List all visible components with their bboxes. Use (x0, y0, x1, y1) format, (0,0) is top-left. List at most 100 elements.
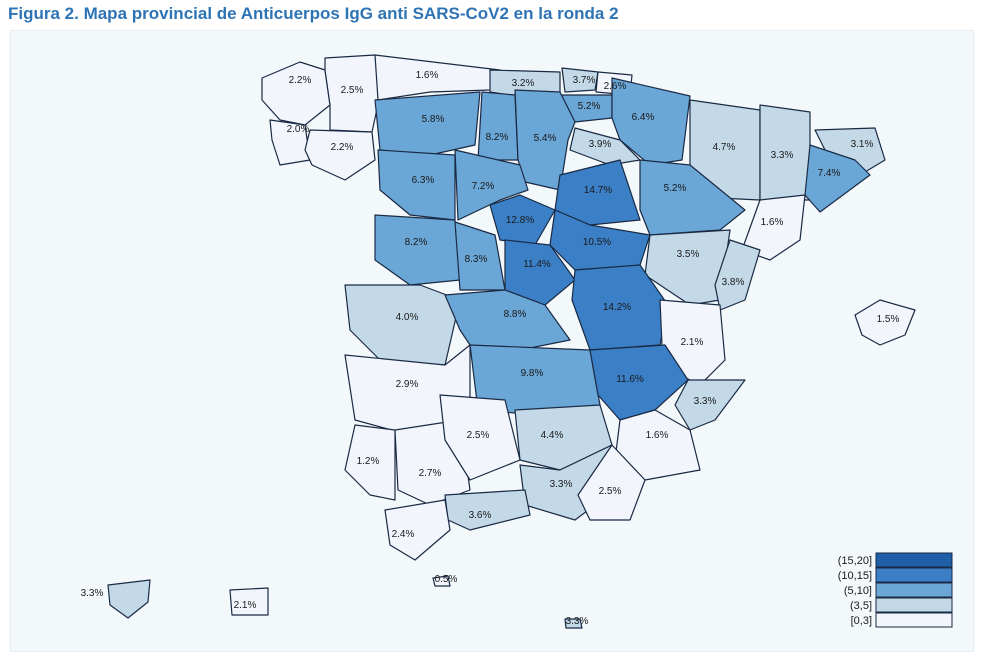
province-label-ceuta: 0.5% (435, 574, 458, 585)
province-label-vizcaya: 3.7% (573, 75, 596, 86)
province-label-sevilla: 2.7% (419, 468, 442, 479)
province-cordoba (439, 394, 521, 481)
province-label-granada: 3.3% (550, 479, 573, 490)
legend-label-bin_5_10: (5,10] (844, 585, 872, 597)
province-soria (554, 159, 641, 226)
province-label-lugo: 2.5% (341, 85, 364, 96)
province-label-murcia: 1.6% (646, 430, 669, 441)
province-label-cuenca: 14.2% (603, 302, 631, 313)
province-label-palencia: 8.2% (486, 132, 509, 143)
province-melilla (564, 618, 583, 629)
province-label-barcelona: 7.4% (818, 168, 841, 179)
legend-label-bin_0_3: [0,3] (851, 615, 872, 627)
province-label-segovia: 12.8% (506, 215, 534, 226)
province-label-leon: 5.8% (422, 114, 445, 125)
province-label-pontevedra: 2.0% (287, 124, 310, 135)
province-label-cadiz: 2.4% (392, 529, 415, 540)
province-label-baleares: 1.5% (877, 314, 900, 325)
province-label-lleida: 3.3% (771, 150, 794, 161)
legend-swatch-bin_3_5 (875, 597, 953, 613)
province-caceres (344, 284, 461, 366)
province-label-coruna: 2.2% (289, 75, 312, 86)
province-label-cordoba: 2.5% (467, 430, 490, 441)
province-label-albacete: 11.6% (616, 374, 644, 385)
province-larioja (569, 127, 641, 166)
province-label-larioja: 3.9% (589, 139, 612, 150)
province-tenerife (107, 579, 151, 619)
province-cadiz (384, 499, 451, 561)
province-label-avila: 8.3% (465, 254, 488, 265)
province-label-badajoz: 2.9% (396, 379, 419, 390)
province-palencia (477, 91, 519, 161)
province-label-navarra: 6.4% (632, 112, 655, 123)
province-huelva (344, 424, 396, 501)
province-zaragoza (639, 159, 746, 236)
province-burgos (514, 89, 576, 191)
province-ceuta (432, 575, 451, 587)
province-label-malaga: 3.6% (469, 510, 492, 521)
province-label-zamora: 6.3% (412, 175, 435, 186)
province-label-alava: 5.2% (578, 101, 601, 112)
province-label-melilla: 3.3% (566, 616, 589, 627)
figure-title: Figura 2. Mapa provincial de Anticuerpos… (8, 4, 619, 23)
provinces-layer (107, 54, 916, 629)
map-legend: (15,20] (10,15] (5,10] (3,5] [0,3] (838, 552, 953, 628)
province-ourense (304, 129, 376, 181)
province-label-almeria: 2.5% (599, 486, 622, 497)
province-segovia (489, 194, 556, 246)
province-barcelona (804, 144, 871, 213)
legend-swatch-bin_0_3 (875, 612, 953, 628)
province-teruel (644, 229, 731, 306)
province-label-madrid: 11.4% (523, 259, 551, 270)
province-almeria (577, 444, 646, 521)
province-label-soria: 14.7% (584, 185, 612, 196)
province-toledo (444, 289, 571, 351)
province-label-jaen: 4.4% (541, 430, 564, 441)
province-valladolid (454, 149, 529, 221)
province-pontevedra (269, 119, 311, 166)
legend-label-bin_10_15: (10,15] (838, 570, 872, 582)
province-label-alicante: 3.3% (694, 396, 717, 407)
province-huesca (689, 99, 761, 201)
province-castellon (714, 239, 761, 311)
province-salamanca (374, 214, 461, 286)
province-label-guadalajara: 10.5% (583, 237, 611, 248)
legend-swatch-bin_15_20 (875, 552, 953, 568)
province-coruna (261, 61, 331, 126)
province-madrid (504, 239, 576, 306)
province-label-teruel: 3.5% (677, 249, 700, 260)
province-label-huelva: 1.2% (357, 456, 380, 467)
province-label-tenerife: 3.3% (81, 588, 104, 599)
province-asturias (374, 54, 501, 101)
province-label-ciudadreal: 9.8% (521, 368, 544, 379)
province-leon (374, 91, 481, 156)
province-label-burgos: 5.4% (534, 133, 557, 144)
province-label-toledo: 8.8% (504, 309, 527, 320)
province-label-tarragona: 1.6% (761, 217, 784, 228)
province-alicante (674, 379, 746, 431)
province-label-cantabria: 3.2% (512, 78, 535, 89)
province-label-asturias: 1.6% (416, 70, 439, 81)
legend-label-bin_15_20: (15,20] (838, 555, 872, 567)
legend-swatch-bin_10_15 (875, 567, 953, 583)
province-baleares (854, 299, 916, 346)
province-label-huesca: 4.7% (713, 142, 736, 153)
legend-label-bin_3_5: (3,5] (850, 600, 872, 612)
province-label-guipuzcoa: 2.6% (604, 81, 627, 92)
province-label-valladolid: 7.2% (472, 181, 495, 192)
province-label-valencia: 2.1% (681, 337, 704, 348)
province-label-zaragoza: 5.2% (664, 183, 687, 194)
labels-layer: 2.2%2.5%2.0%2.2%1.6%3.2% 3.7%2.6%5.2%6.4%… (81, 70, 900, 627)
province-label-caceres: 4.0% (396, 312, 419, 323)
province-label-castellon: 3.8% (722, 277, 745, 288)
province-laspalmas (229, 587, 269, 616)
province-tarragona (741, 194, 806, 261)
province-label-salamanca: 8.2% (405, 237, 428, 248)
legend-swatch-bin_5_10 (875, 582, 953, 598)
province-label-ourense: 2.2% (331, 142, 354, 153)
province-vizcaya (561, 67, 599, 93)
province-label-girona: 3.1% (851, 139, 874, 150)
province-zamora (377, 149, 456, 221)
province-label-laspalmas: 2.1% (234, 600, 257, 611)
